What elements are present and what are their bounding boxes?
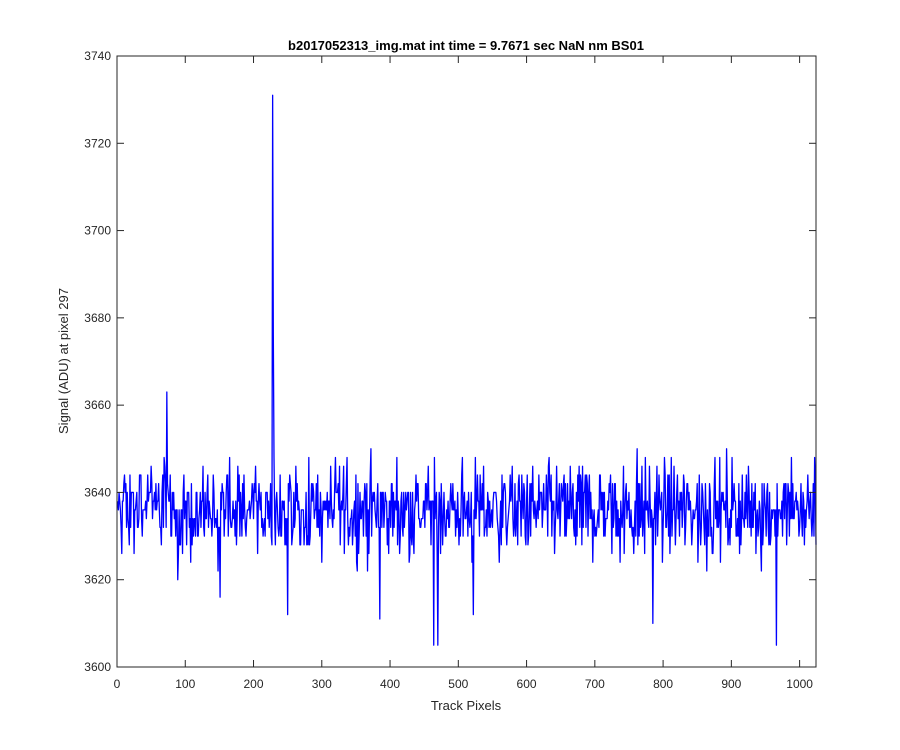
y-tick-label: 3660 [84,398,111,412]
y-tick-label: 3600 [84,660,111,674]
chart-title: b2017052313_img.mat int time = 9.7671 se… [288,38,644,53]
y-tick-label: 3720 [84,136,111,150]
x-axis-label: Track Pixels [431,698,502,713]
y-axis: 3600 3620 3640 3660 3680 3700 3720 3740 [84,49,816,674]
x-tick-label: 400 [380,677,400,691]
series-line-0 [117,94,817,646]
x-tick-label: 800 [653,677,673,691]
x-tick-label: 300 [312,677,332,691]
plot-area [116,55,817,668]
y-tick-label: 3740 [84,49,111,63]
x-tick-label: 500 [448,677,468,691]
series-layer [117,94,817,646]
y-tick-label: 3620 [84,573,111,587]
axes-box [116,55,817,668]
x-tick-label: 1000 [786,677,813,691]
x-tick-label: 600 [517,677,537,691]
x-axis: 0 100 200 300 400 500 600 700 800 900 1000 [114,56,813,691]
x-tick-label: 0 [114,677,121,691]
y-axis-label: Signal (ADU) at pixel 297 [56,288,71,434]
y-tick-label: 3680 [84,311,111,325]
y-tick-label: 3700 [84,224,111,238]
x-tick-label: 100 [175,677,195,691]
x-tick-label: 700 [585,677,605,691]
y-tick-label: 3640 [84,485,111,499]
axes-background [117,56,816,667]
x-tick-label: 200 [244,677,264,691]
x-tick-label: 900 [721,677,741,691]
